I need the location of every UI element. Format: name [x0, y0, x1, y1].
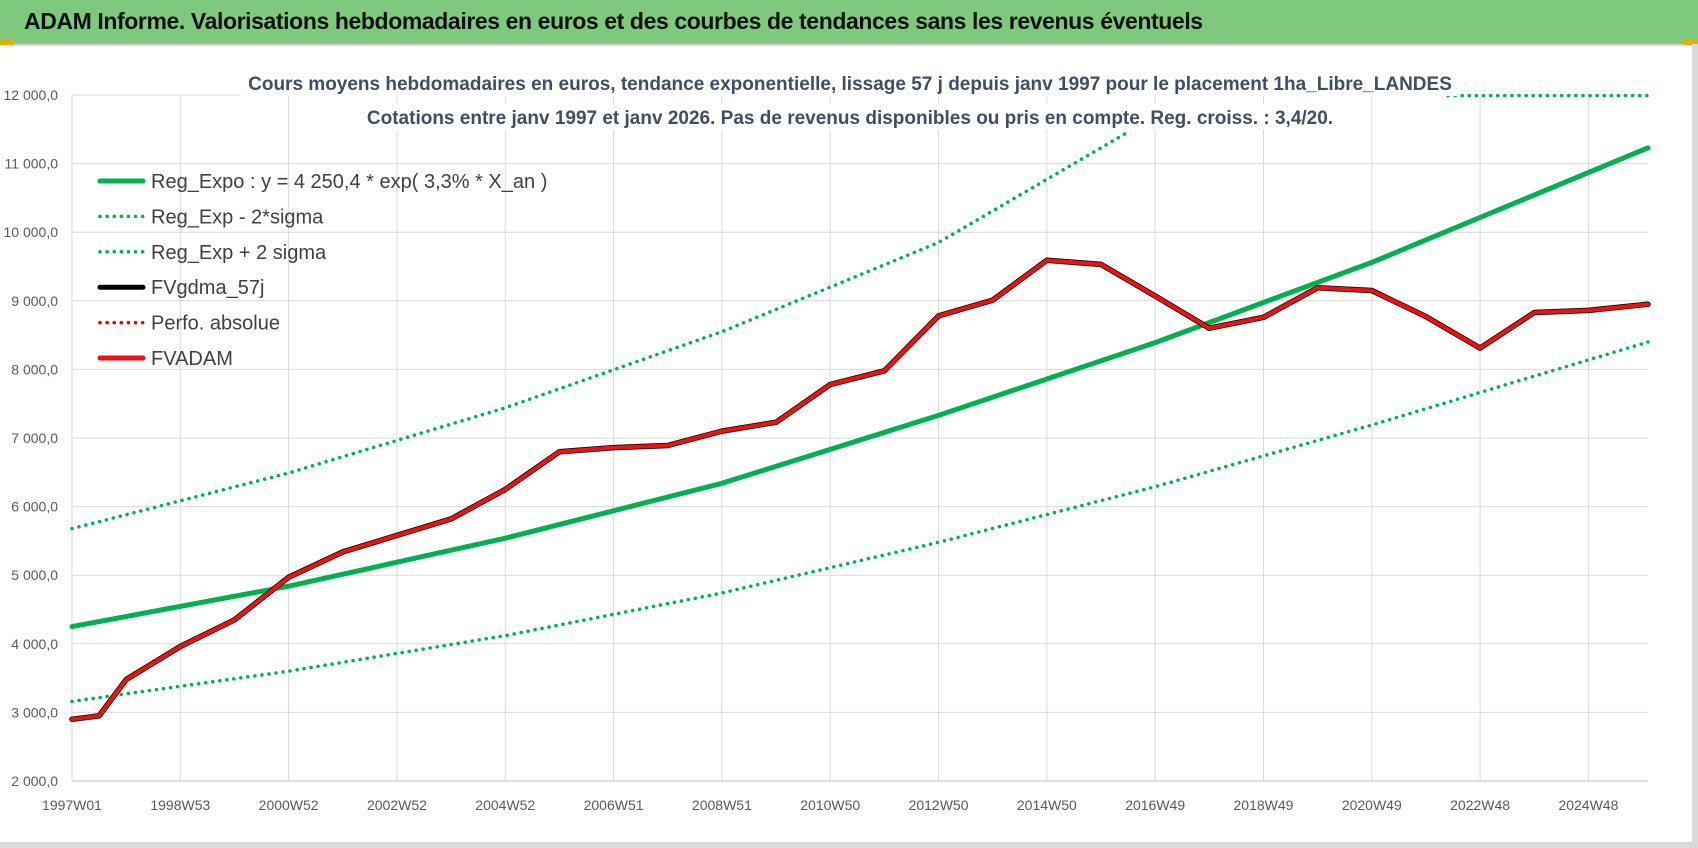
x-tick-label: 1998W53	[150, 797, 210, 813]
legend-reg-exp-plus: Reg_Exp + 2 sigma	[98, 242, 327, 264]
legend-label: FVgdma_57j	[151, 277, 264, 299]
y-tick-label: 11 000,0	[5, 156, 59, 172]
series-reg-exp-plus	[70, 130, 1130, 531]
chart-title-line1: Cours moyens hebdomadaires en euros, ten…	[248, 74, 1452, 95]
x-tick-label: 2016W49	[1125, 797, 1185, 813]
chart-legend: Reg_Expo : y = 4 250,4 * exp( 3,3% * X_a…	[97, 171, 547, 370]
legend-label: Reg_Exp + 2 sigma	[151, 242, 327, 264]
series-reg-expo	[69, 145, 1651, 630]
x-tick-label: 2002W52	[367, 797, 427, 813]
x-tick-label: 2004W52	[475, 797, 535, 813]
report-header: ADAM Informe. Valorisations hebdomadaire…	[0, 0, 1698, 44]
y-tick-label: 9 000,0	[11, 293, 58, 309]
legend-fvgdma: FVgdma_57j	[97, 277, 264, 299]
header-divider	[0, 44, 1698, 46]
x-tick-label: 1997W01	[42, 797, 102, 813]
y-tick-label: 10 000,0	[4, 224, 59, 240]
y-axis-ticks: 2 000,0 3 000,0 4 000,0 5 000,0 6 000,0 7 000…	[4, 87, 59, 789]
legend-label: Reg_Expo : y = 4 250,4 * exp( 3,3% * X_a…	[151, 171, 547, 193]
chart-title-line2: Cotations entre janv 1997 et janv 2026. …	[367, 108, 1333, 129]
legend-label: Reg_Exp - 2*sigma	[151, 206, 324, 228]
x-axis-ticks: 1997W01 1998W53 2000W52 2002W52 2004W52 2006W…	[42, 797, 1619, 813]
x-tick-label: 2000W52	[259, 797, 319, 813]
y-tick-label: 6 000,0	[11, 499, 58, 515]
report-title: ADAM Informe. Valorisations hebdomadaire…	[24, 8, 1203, 34]
x-tick-label: 2018W49	[1234, 797, 1294, 813]
y-tick-label: 7 000,0	[11, 430, 58, 446]
x-tick-label: 2024W48	[1558, 797, 1618, 813]
chart-gridlines	[71, 94, 1648, 782]
y-tick-label: 5 000,0	[11, 567, 58, 583]
legend-label: FVADAM	[151, 348, 233, 370]
frame-right-edge	[1692, 44, 1698, 848]
series-fvadam	[70, 258, 1650, 722]
corner-marker-right	[1684, 40, 1698, 45]
legend-reg-exp-minus: Reg_Exp - 2*sigma	[98, 206, 324, 228]
y-tick-label: 12 000,0	[4, 87, 59, 103]
chart-series	[69, 93, 1651, 723]
x-tick-label: 2014W50	[1017, 797, 1077, 813]
legend-fvadam: FVADAM	[97, 348, 233, 370]
legend-label: Perfo. absolue	[151, 313, 280, 335]
corner-marker-left	[0, 40, 14, 45]
x-tick-label: 2020W49	[1342, 797, 1402, 813]
legend-reg-expo: Reg_Expo : y = 4 250,4 * exp( 3,3% * X_a…	[97, 171, 547, 193]
x-tick-label: 2010W50	[800, 797, 860, 813]
y-tick-label: 2 000,0	[11, 773, 58, 789]
series-fvgdma	[69, 257, 1651, 723]
x-tick-label: 2012W50	[909, 797, 969, 813]
y-tick-label: 3 000,0	[11, 704, 58, 720]
y-tick-label: 8 000,0	[11, 361, 58, 377]
x-tick-label: 2008W51	[692, 797, 752, 813]
series-reg-exp-minus	[70, 340, 1650, 704]
y-tick-label: 4 000,0	[11, 636, 58, 652]
chart-titles: Cours moyens hebdomadaires en euros, ten…	[240, 70, 1460, 130]
legend-perfo-absolue: Perfo. absolue	[98, 313, 280, 335]
x-tick-label: 2006W51	[584, 797, 644, 813]
x-tick-label: 2022W48	[1450, 797, 1510, 813]
frame-bottom-edge	[0, 842, 1698, 848]
